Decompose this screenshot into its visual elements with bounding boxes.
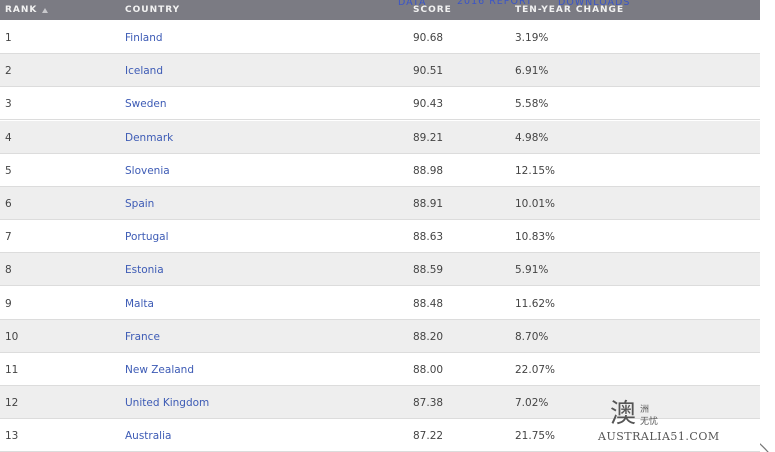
rank-cell: 3 bbox=[5, 98, 12, 111]
country-cell[interactable]: Sweden bbox=[125, 98, 167, 111]
score-cell: 89.21 bbox=[413, 131, 444, 144]
column-header: COUNTRY bbox=[125, 5, 181, 15]
country-cell[interactable]: Spain bbox=[125, 198, 155, 210]
table-row bbox=[0, 220, 760, 254]
rank-cell: 6 bbox=[5, 198, 12, 210]
rank-cell: 7 bbox=[5, 231, 12, 244]
score-cell: 88.20 bbox=[413, 330, 444, 343]
nav-link[interactable]: DATA bbox=[398, 0, 427, 8]
table-row bbox=[0, 353, 760, 386]
score-cell: 87.22 bbox=[413, 430, 444, 443]
table-row bbox=[0, 319, 760, 353]
change-cell: 5.91% bbox=[515, 264, 549, 277]
table-row bbox=[0, 253, 760, 287]
table-row bbox=[0, 87, 760, 121]
score-cell: 88.59 bbox=[413, 264, 444, 277]
change-cell: 4.98% bbox=[515, 131, 549, 144]
rank-cell: 8 bbox=[5, 264, 12, 277]
nav-link[interactable]: 2016 REPORT bbox=[457, 0, 533, 7]
country-cell[interactable]: Slovenia bbox=[125, 164, 170, 177]
change-cell: 5.58% bbox=[515, 98, 549, 111]
rank-cell: 4 bbox=[5, 131, 12, 144]
rank-cell: 1 bbox=[5, 32, 12, 44]
score-cell: 87.38 bbox=[413, 397, 444, 410]
nav-link[interactable]: DOWNLOADS bbox=[558, 0, 631, 8]
watermark-small: 无忧 bbox=[640, 417, 659, 427]
watermark-site: AUSTRALIA51.COM bbox=[598, 430, 720, 443]
table-row bbox=[0, 419, 760, 452]
table-row bbox=[0, 120, 760, 154]
column-header[interactable]: RANK bbox=[5, 5, 38, 15]
score-cell: 90.68 bbox=[413, 32, 444, 44]
column-header: SCORE bbox=[413, 5, 452, 15]
change-cell: 10.83% bbox=[515, 231, 556, 244]
table-row bbox=[0, 386, 760, 420]
table-row bbox=[0, 286, 760, 320]
change-cell: 7.02% bbox=[515, 397, 549, 410]
change-cell: 11.62% bbox=[515, 297, 556, 310]
country-cell[interactable]: New Zealand bbox=[125, 364, 194, 376]
change-cell: 22.07% bbox=[515, 364, 556, 376]
score-cell: 88.00 bbox=[413, 364, 444, 376]
rank-cell: 13 bbox=[5, 430, 19, 443]
change-cell: 8.70% bbox=[515, 330, 549, 343]
rank-cell: 11 bbox=[5, 364, 19, 376]
country-cell[interactable]: Malta bbox=[125, 297, 154, 310]
watermark-small: 洲 bbox=[640, 405, 650, 415]
country-cell[interactable]: Portugal bbox=[125, 231, 169, 244]
change-cell: 12.15% bbox=[515, 164, 556, 177]
score-cell: 88.48 bbox=[413, 297, 444, 310]
column-header: TEN-YEAR CHANGE bbox=[515, 5, 625, 15]
score-cell: 88.63 bbox=[413, 231, 444, 244]
table-header bbox=[0, 0, 760, 20]
rank-cell: 5 bbox=[5, 164, 12, 177]
rank-cell: 12 bbox=[5, 397, 19, 410]
rank-cell: 9 bbox=[5, 297, 12, 310]
country-cell[interactable]: United Kingdom bbox=[125, 397, 210, 410]
score-cell: 88.91 bbox=[413, 198, 444, 210]
change-cell: 21.75% bbox=[515, 430, 556, 443]
score-cell: 90.51 bbox=[413, 65, 444, 78]
change-cell: 10.01% bbox=[515, 198, 556, 210]
rank-cell: 2 bbox=[5, 65, 12, 78]
country-cell[interactable]: Denmark bbox=[125, 131, 174, 144]
country-cell[interactable]: France bbox=[125, 330, 160, 343]
score-cell: 90.43 bbox=[413, 98, 444, 111]
table-row bbox=[0, 54, 760, 88]
score-cell: 88.98 bbox=[413, 164, 444, 177]
table-row bbox=[0, 153, 760, 187]
country-cell[interactable]: Australia bbox=[125, 430, 172, 443]
country-cell[interactable]: Finland bbox=[125, 32, 163, 44]
country-cell[interactable]: Iceland bbox=[125, 65, 164, 78]
rank-cell: 10 bbox=[5, 330, 19, 343]
watermark-big: 澳 bbox=[610, 399, 637, 429]
change-cell: 6.91% bbox=[515, 65, 549, 78]
sort-icon bbox=[42, 8, 48, 13]
change-cell: 3.19% bbox=[515, 32, 549, 44]
table-row bbox=[0, 187, 760, 220]
table-row bbox=[0, 21, 760, 54]
country-cell[interactable]: Estonia bbox=[125, 264, 164, 277]
